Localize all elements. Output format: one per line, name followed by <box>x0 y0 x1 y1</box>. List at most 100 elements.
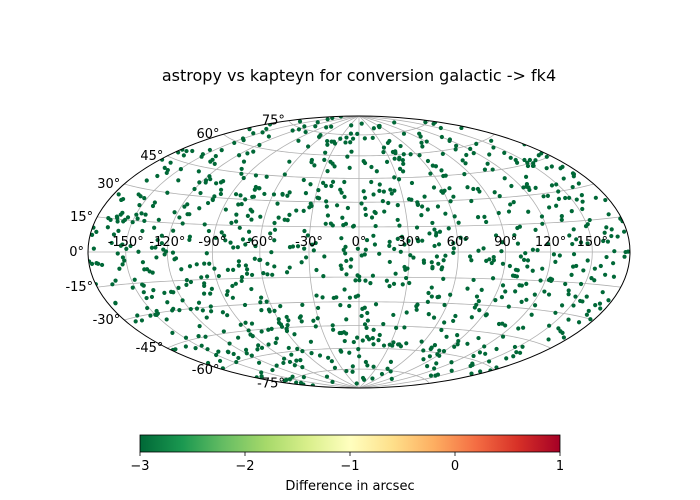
data-point <box>365 310 370 316</box>
data-point <box>149 294 155 300</box>
data-point <box>500 240 505 245</box>
data-point <box>544 166 549 171</box>
data-point <box>225 289 230 294</box>
data-point <box>401 131 407 136</box>
data-point <box>532 303 538 308</box>
data-point <box>404 341 409 346</box>
data-point <box>559 303 565 308</box>
data-point <box>465 185 470 190</box>
data-point <box>530 247 536 252</box>
data-point <box>521 185 526 190</box>
data-point <box>465 341 470 346</box>
data-point <box>239 201 244 207</box>
data-point <box>397 223 402 228</box>
data-point <box>474 294 480 299</box>
data-point <box>206 228 212 234</box>
data-point <box>554 182 559 187</box>
colorbar: −3 −2 −1 0 1 Difference in arcsec <box>130 434 564 494</box>
data-point <box>124 246 129 251</box>
data-point <box>508 202 513 207</box>
data-point <box>567 233 572 238</box>
data-point <box>391 281 397 286</box>
data-point <box>578 281 584 287</box>
data-point <box>593 303 598 308</box>
data-point <box>547 205 552 210</box>
data-point <box>385 366 390 371</box>
data-point <box>362 252 367 257</box>
data-point <box>417 153 422 158</box>
data-point <box>343 140 348 145</box>
data-point <box>292 332 297 337</box>
data-point <box>444 334 449 339</box>
data-point <box>197 323 202 329</box>
data-point <box>155 237 160 243</box>
data-point <box>159 241 164 246</box>
data-point <box>569 272 574 277</box>
data-point <box>425 364 430 369</box>
data-point <box>553 310 558 315</box>
data-point <box>451 318 456 324</box>
data-point <box>502 150 507 155</box>
data-point <box>455 333 460 338</box>
data-point <box>282 172 287 177</box>
data-point <box>190 148 195 154</box>
data-point <box>120 210 125 215</box>
data-point <box>477 308 482 313</box>
data-point <box>512 233 517 238</box>
data-point <box>361 189 366 194</box>
data-point <box>162 165 167 170</box>
data-point <box>130 220 135 225</box>
data-point <box>425 299 430 305</box>
data-point <box>328 159 333 164</box>
data-point <box>303 191 309 196</box>
data-point <box>419 140 424 145</box>
data-point <box>187 234 193 239</box>
data-point <box>249 353 254 358</box>
data-point <box>431 315 437 320</box>
data-point <box>427 354 432 359</box>
data-point <box>154 255 159 260</box>
data-point <box>400 282 405 287</box>
data-point <box>321 273 326 279</box>
data-point <box>515 241 521 246</box>
data-point <box>507 263 512 269</box>
data-point <box>284 314 289 320</box>
data-point <box>308 339 314 344</box>
data-point <box>287 359 293 365</box>
data-point <box>423 120 428 125</box>
data-point <box>567 195 572 200</box>
colorbar-ticks: −3 −2 −1 0 1 <box>130 452 564 474</box>
data-point <box>436 261 441 266</box>
data-point <box>259 308 264 313</box>
data-point <box>341 247 346 252</box>
data-point <box>397 157 402 162</box>
data-point <box>371 192 376 197</box>
data-point <box>622 254 627 259</box>
meridian-line <box>211 115 360 389</box>
data-point <box>573 294 578 299</box>
data-point <box>223 207 228 212</box>
data-point <box>218 187 224 192</box>
data-point <box>372 242 378 247</box>
data-point <box>294 358 299 363</box>
map-boundary <box>87 115 631 389</box>
data-point <box>439 168 444 173</box>
data-point <box>326 355 331 360</box>
data-point <box>168 289 174 294</box>
data-point <box>500 334 506 339</box>
data-point <box>603 197 608 203</box>
data-point <box>350 364 355 369</box>
data-point <box>311 318 316 323</box>
data-point <box>253 173 259 178</box>
data-point <box>586 308 591 314</box>
data-point <box>255 347 260 352</box>
lon-tick-label: 30° <box>397 235 420 250</box>
data-point <box>99 262 105 268</box>
data-point <box>517 224 523 229</box>
data-point <box>566 292 571 297</box>
data-point <box>217 358 223 364</box>
data-point <box>243 197 248 202</box>
data-point <box>350 136 356 141</box>
data-point <box>324 125 329 130</box>
data-point <box>402 242 407 247</box>
